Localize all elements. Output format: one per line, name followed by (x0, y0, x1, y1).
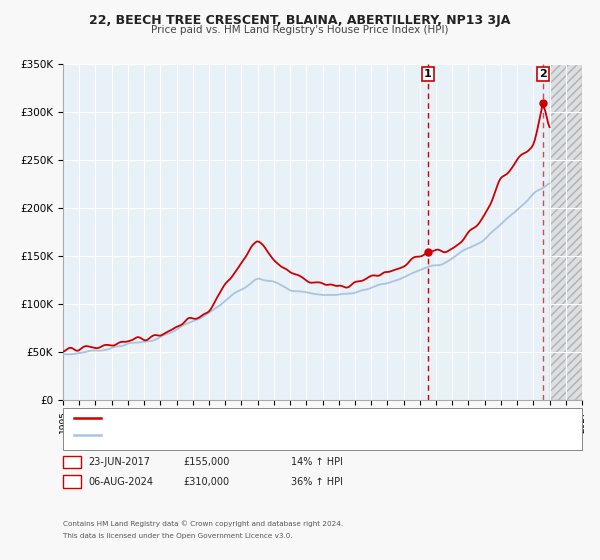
Bar (550, 64, 582, 400)
Text: 2: 2 (539, 69, 547, 79)
Text: 14% ↑ HPI: 14% ↑ HPI (291, 457, 343, 467)
Text: 1: 1 (424, 69, 431, 79)
Text: 36% ↑ HPI: 36% ↑ HPI (291, 477, 343, 487)
Text: This data is licensed under the Open Government Licence v3.0.: This data is licensed under the Open Gov… (63, 533, 293, 539)
Text: 1: 1 (68, 457, 76, 467)
Text: 2: 2 (68, 477, 76, 487)
Bar (550, 64, 582, 400)
Text: HPI: Average price, detached house, Blaenau Gwent: HPI: Average price, detached house, Blae… (107, 430, 328, 439)
Text: 23-JUN-2017: 23-JUN-2017 (88, 457, 150, 467)
Text: £155,000: £155,000 (183, 457, 229, 467)
Text: 06-AUG-2024: 06-AUG-2024 (88, 477, 153, 487)
Text: Price paid vs. HM Land Registry's House Price Index (HPI): Price paid vs. HM Land Registry's House … (151, 25, 449, 35)
Text: Contains HM Land Registry data © Crown copyright and database right 2024.: Contains HM Land Registry data © Crown c… (63, 521, 343, 528)
Text: £310,000: £310,000 (183, 477, 229, 487)
Text: 22, BEECH TREE CRESCENT, BLAINA, ABERTILLERY, NP13 3JA (detached house): 22, BEECH TREE CRESCENT, BLAINA, ABERTIL… (107, 413, 439, 422)
Text: 22, BEECH TREE CRESCENT, BLAINA, ABERTILLERY, NP13 3JA: 22, BEECH TREE CRESCENT, BLAINA, ABERTIL… (89, 14, 511, 27)
